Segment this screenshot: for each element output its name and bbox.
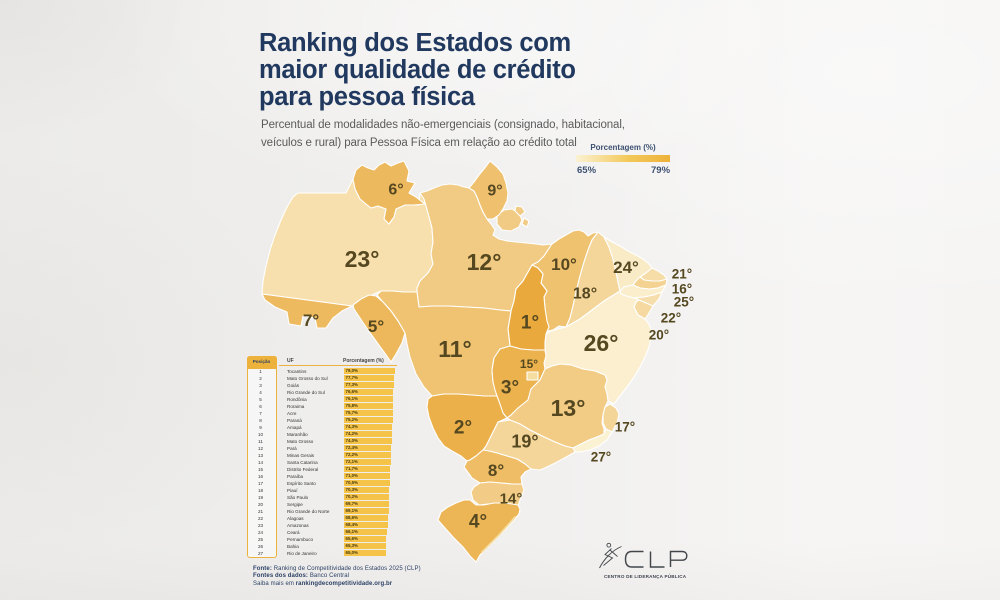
svg-text:13°: 13° xyxy=(551,395,586,421)
svg-text:20°: 20° xyxy=(649,328,669,343)
svg-text:27°: 27° xyxy=(591,450,611,465)
svg-text:16°: 16° xyxy=(672,282,692,297)
svg-text:14°: 14° xyxy=(500,490,523,507)
svg-text:21°: 21° xyxy=(672,267,692,282)
svg-text:2°: 2° xyxy=(454,418,472,439)
svg-text:19°: 19° xyxy=(511,431,538,451)
svg-text:12°: 12° xyxy=(467,249,502,275)
svg-text:24°: 24° xyxy=(613,258,639,277)
svg-text:23°: 23° xyxy=(345,246,380,272)
svg-text:9°: 9° xyxy=(487,183,502,200)
svg-text:8°: 8° xyxy=(488,461,504,480)
svg-text:22°: 22° xyxy=(661,311,681,326)
svg-text:18°: 18° xyxy=(573,286,597,303)
svg-text:10°: 10° xyxy=(551,255,577,274)
svg-text:11°: 11° xyxy=(438,336,472,362)
svg-text:1°: 1° xyxy=(521,313,539,334)
svg-text:26°: 26° xyxy=(584,330,619,356)
svg-text:6°: 6° xyxy=(388,182,403,199)
svg-text:15°: 15° xyxy=(520,357,538,371)
svg-text:4°: 4° xyxy=(469,512,487,533)
svg-text:17°: 17° xyxy=(615,420,635,435)
svg-text:5°: 5° xyxy=(368,317,384,336)
svg-text:25°: 25° xyxy=(674,295,694,310)
svg-text:3°: 3° xyxy=(501,378,519,399)
svg-text:7°: 7° xyxy=(303,311,319,330)
